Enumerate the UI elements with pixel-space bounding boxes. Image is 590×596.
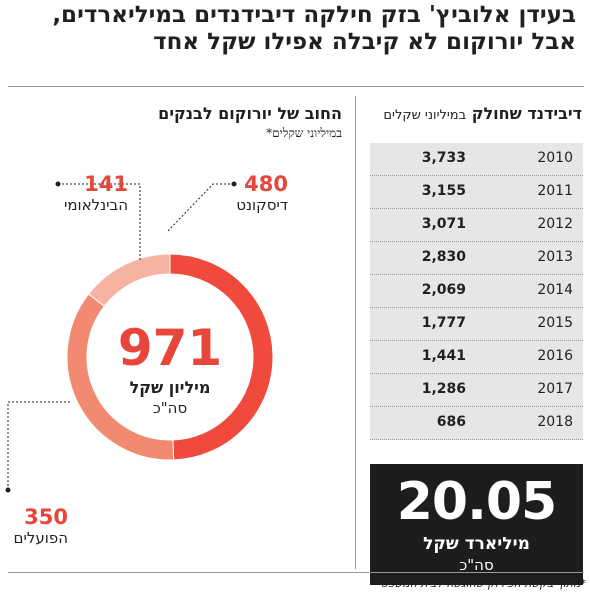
debt-subtitle: במיליוני שקלים* (266, 126, 342, 140)
slice-label-international: 141 הבינלאומי (64, 172, 128, 214)
leader-line-international (58, 183, 141, 262)
donut-slices (66, 253, 274, 461)
table-row: 2011 3,155 (370, 176, 583, 209)
row-value: 2,069 (421, 282, 466, 298)
dividend-title: דיבידנד שחולק במיליוני שקלים (383, 104, 582, 123)
row-year: 2018 (537, 414, 573, 430)
donut-center-value: 971 (117, 319, 223, 377)
row-value: 3,071 (421, 216, 466, 232)
slice-value-international: 141 (84, 172, 128, 196)
dividend-title-light: במיליוני שקלים (383, 108, 467, 123)
table-row: 2010 3,733 (370, 143, 583, 176)
row-value: 1,286 (421, 381, 466, 397)
dividend-total-box: 20.05 מיליארד שקל סה"כ (370, 464, 583, 585)
dividend-table: 2010 3,733 2011 3,155 2012 3,071 2013 2,830 2014… (370, 143, 583, 440)
dividend-total-value: 20.05 (396, 472, 557, 532)
row-value: 3,733 (421, 150, 466, 166)
dividend-total-unit: מיליארד שקל (423, 534, 530, 554)
row-year: 2015 (537, 315, 573, 331)
donut-center-label: סה"כ (152, 399, 188, 417)
table-row: 2017 1,286 (370, 374, 583, 407)
headline-line-1: בעידן אלוביץ' בזק חילקה דיבידנדים במיליא… (52, 2, 576, 28)
table-row: 2018 686 (370, 407, 583, 440)
dividend-total-label: סה"כ (459, 556, 494, 574)
table-row: 2014 2,069 (370, 275, 583, 308)
headline-divider (8, 86, 584, 87)
slice-label-hapoalim: 350 הפועלים (14, 505, 68, 547)
row-year: 2016 (537, 348, 573, 364)
slice-label-discount: 480 דיסקונט (236, 172, 288, 214)
leader-dot-hapoalim (5, 487, 11, 493)
slice-name-discount: דיסקונט (236, 196, 288, 214)
row-value: 3,155 (421, 183, 466, 199)
donut-center-unit: מיליון שקל (129, 378, 211, 397)
row-year: 2017 (537, 381, 573, 397)
row-value: 1,777 (421, 315, 466, 331)
leader-line-discount (166, 183, 234, 233)
leader-dot-discount (231, 181, 237, 187)
slice-name-international: הבינלאומי (63, 196, 128, 214)
slice-value-hapoalim: 350 (24, 505, 68, 529)
headline: בעידן אלוביץ' בזק חילקה דיבידנדים במיליא… (10, 2, 576, 56)
donut-slice-international (87, 253, 171, 307)
row-value: 686 (436, 414, 466, 430)
table-row: 2015 1,777 (370, 308, 583, 341)
row-year: 2014 (537, 282, 573, 298)
leader-dot-international (55, 181, 61, 187)
footnote: *מתוך בקשת הפירוק שהוגשה לבית המשפט (380, 577, 586, 590)
footnote-divider (8, 572, 584, 573)
row-year: 2013 (537, 249, 573, 265)
slice-name-hapoalim: הפועלים (13, 529, 68, 547)
row-value: 1,441 (421, 348, 466, 364)
row-year: 2011 (537, 183, 573, 199)
leader-line-hapoalim (7, 401, 70, 490)
dividend-title-bold: דיבידנד שחולק (471, 104, 582, 123)
row-year: 2012 (537, 216, 573, 232)
panel-divider (355, 96, 356, 569)
headline-line-2: אבל יורוקום לא קיבלה אפילו שקל אחד (153, 29, 576, 55)
row-value: 2,830 (421, 249, 466, 265)
debt-title: החוב של יורוקום לבנקים (158, 104, 342, 123)
table-row: 2016 1,441 (370, 341, 583, 374)
slice-value-discount: 480 (244, 172, 288, 196)
table-row: 2013 2,830 (370, 242, 583, 275)
table-row: 2012 3,071 (370, 209, 583, 242)
row-year: 2010 (537, 150, 573, 166)
